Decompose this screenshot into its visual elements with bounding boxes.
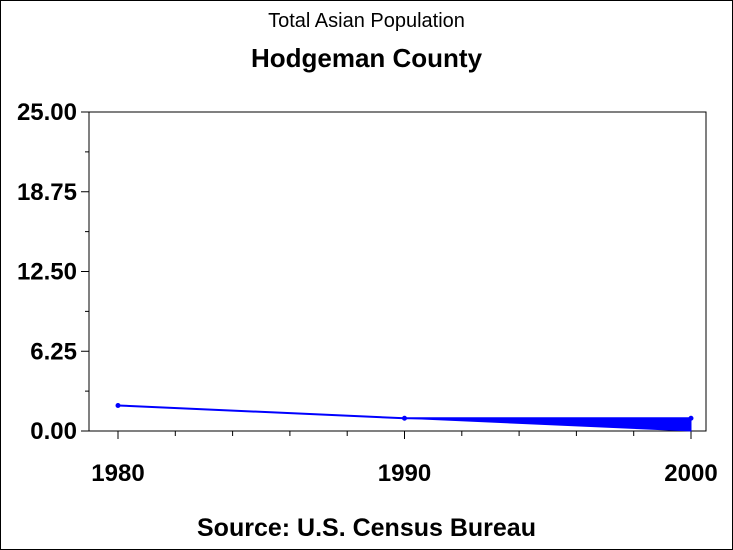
data-point bbox=[688, 415, 694, 421]
x-tick-label: 1980 bbox=[91, 460, 144, 487]
y-tick-label: 6.25 bbox=[30, 338, 77, 365]
x-axis: 1980 1990 2000 bbox=[91, 431, 718, 487]
data-point bbox=[115, 402, 121, 408]
x-tick-label: 1990 bbox=[378, 460, 431, 487]
data-point bbox=[402, 415, 407, 421]
series-band bbox=[404, 417, 692, 432]
y-tick-label: 25.00 bbox=[17, 99, 77, 126]
y-tick-label: 0.00 bbox=[30, 418, 77, 445]
series-layer bbox=[115, 402, 694, 432]
chart-subtitle: Total Asian Population bbox=[268, 10, 465, 32]
plot-area-border bbox=[88, 111, 707, 432]
y-axis: 0.00 6.25 12.50 18.75 25.00 bbox=[17, 99, 89, 445]
y-tick-label: 18.75 bbox=[17, 179, 77, 206]
chart-title: Hodgeman County bbox=[250, 43, 483, 73]
x-tick-label: 2000 bbox=[664, 460, 717, 487]
y-tick-label: 12.50 bbox=[17, 259, 77, 286]
source-note: Source: U.S. Census Bureau bbox=[197, 514, 536, 542]
